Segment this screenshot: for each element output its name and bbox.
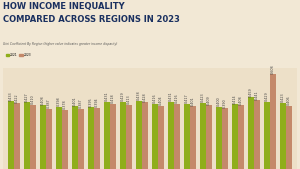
- Bar: [174, 104, 180, 169]
- Text: 0.387: 0.387: [47, 98, 51, 108]
- Bar: [136, 101, 142, 169]
- Text: 0.423: 0.423: [281, 93, 285, 102]
- Text: 0.378: 0.378: [63, 100, 67, 109]
- Bar: [30, 105, 36, 169]
- Text: 0.409: 0.409: [207, 95, 211, 105]
- Bar: [62, 110, 68, 169]
- Text: 0.408: 0.408: [41, 95, 45, 105]
- Bar: [190, 106, 196, 169]
- Text: 0.417: 0.417: [185, 94, 189, 103]
- Text: 0.438: 0.438: [137, 90, 141, 100]
- Text: 0.423: 0.423: [201, 93, 205, 102]
- Bar: [222, 108, 228, 169]
- Text: 0.608: 0.608: [271, 64, 275, 74]
- Bar: [184, 104, 190, 169]
- Text: 0.441: 0.441: [255, 90, 259, 100]
- Text: 0.418: 0.418: [111, 94, 115, 103]
- Bar: [78, 109, 84, 169]
- Bar: [286, 106, 292, 169]
- Bar: [120, 102, 126, 169]
- Bar: [24, 102, 30, 169]
- Bar: [238, 105, 244, 169]
- Bar: [88, 107, 94, 169]
- Text: 0.431: 0.431: [169, 92, 173, 101]
- Bar: [254, 100, 260, 169]
- Bar: [72, 106, 78, 169]
- Text: 0.429: 0.429: [265, 92, 269, 101]
- Bar: [104, 102, 110, 169]
- Bar: [8, 101, 14, 169]
- Text: 0.408: 0.408: [239, 95, 243, 105]
- Text: 0.428: 0.428: [143, 92, 147, 102]
- Text: 0.459: 0.459: [249, 87, 253, 97]
- Text: 0.433: 0.433: [9, 91, 13, 101]
- Bar: [46, 109, 52, 169]
- Text: 0.404: 0.404: [159, 96, 163, 105]
- Text: 0.390: 0.390: [223, 98, 227, 107]
- Bar: [216, 107, 222, 169]
- Bar: [142, 102, 148, 169]
- Text: 0.398: 0.398: [57, 97, 61, 106]
- Text: 0.387: 0.387: [79, 98, 83, 108]
- Text: 0.395: 0.395: [89, 97, 93, 107]
- Bar: [56, 107, 62, 169]
- Text: Gini Coefficient By Region (higher value indicates greater income disparity): Gini Coefficient By Region (higher value…: [3, 42, 117, 46]
- Text: 0.416: 0.416: [153, 94, 157, 103]
- Bar: [40, 105, 46, 169]
- Text: 0.422: 0.422: [15, 93, 19, 103]
- Bar: [232, 104, 238, 169]
- Legend: 2021, 2023: 2021, 2023: [4, 52, 33, 59]
- Text: 0.429: 0.429: [121, 92, 125, 101]
- Text: 0.413: 0.413: [127, 94, 131, 104]
- Text: 0.431: 0.431: [105, 92, 109, 101]
- Text: 0.414: 0.414: [233, 94, 237, 104]
- Text: 0.400: 0.400: [217, 96, 221, 106]
- Text: HOW INCOME INEQUALITY: HOW INCOME INEQUALITY: [3, 2, 124, 11]
- Text: 0.401: 0.401: [191, 96, 195, 106]
- Text: COMPARED ACROSS REGIONS IN 2023: COMPARED ACROSS REGIONS IN 2023: [3, 15, 180, 24]
- Bar: [206, 105, 212, 169]
- Bar: [270, 74, 276, 169]
- Bar: [94, 107, 100, 169]
- Bar: [158, 106, 164, 169]
- Bar: [248, 97, 254, 169]
- Bar: [264, 102, 270, 169]
- Text: 0.406: 0.406: [287, 95, 291, 105]
- Text: 0.394: 0.394: [95, 97, 99, 107]
- Bar: [14, 103, 20, 169]
- Text: 0.410: 0.410: [31, 95, 35, 104]
- Bar: [280, 103, 286, 169]
- Text: 0.401: 0.401: [73, 96, 77, 106]
- Bar: [126, 105, 132, 169]
- Bar: [200, 103, 206, 169]
- Text: 0.427: 0.427: [25, 92, 29, 102]
- Bar: [168, 102, 174, 169]
- Text: 0.416: 0.416: [175, 94, 179, 103]
- Bar: [152, 104, 158, 169]
- Bar: [110, 104, 116, 169]
